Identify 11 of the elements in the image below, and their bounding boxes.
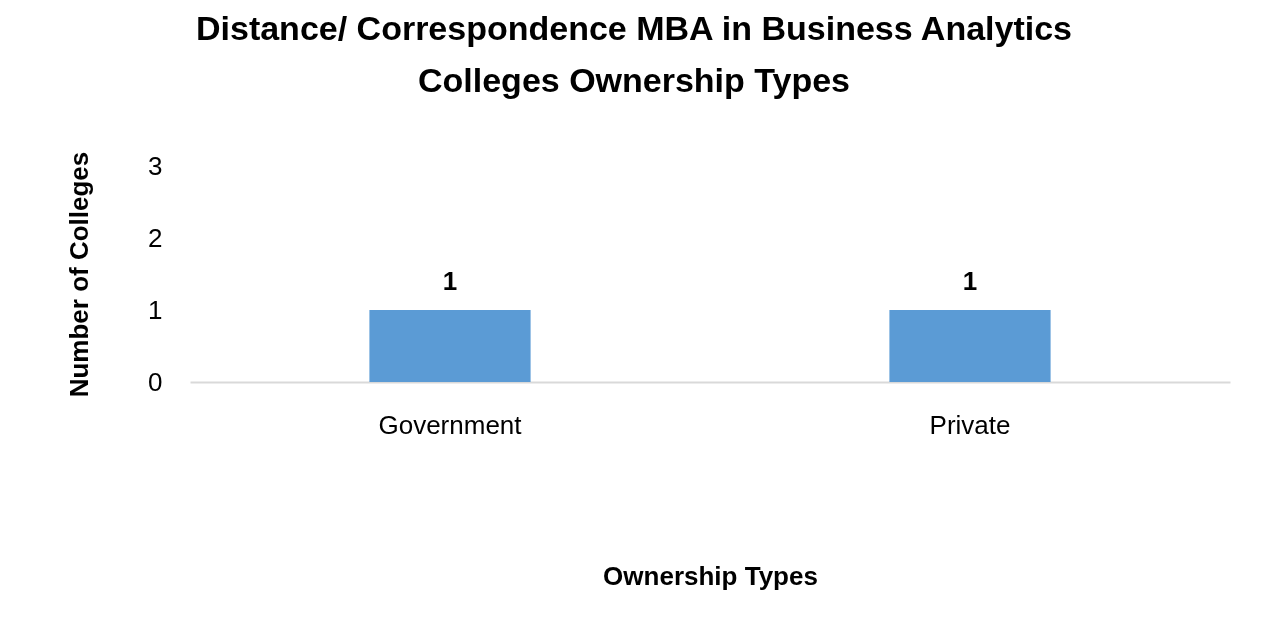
x-tick-label: Government (378, 409, 523, 440)
data-label: 1 (962, 266, 978, 296)
data-label: 1 (442, 266, 458, 296)
y-tick-label: 1 (148, 294, 163, 325)
y-axis-title: Number of Colleges (64, 151, 95, 398)
x-tick-label: Private (929, 409, 1011, 440)
y-tick-label: 3 (148, 150, 163, 181)
x-axis-title: Ownership Types (603, 560, 818, 591)
y-tick-label: 0 (148, 366, 163, 397)
chart-title: Distance/ Correspondence MBA in Business Analytics Colleges Ownership Types (195, 9, 1073, 100)
y-tick-label: 2 (148, 222, 163, 253)
